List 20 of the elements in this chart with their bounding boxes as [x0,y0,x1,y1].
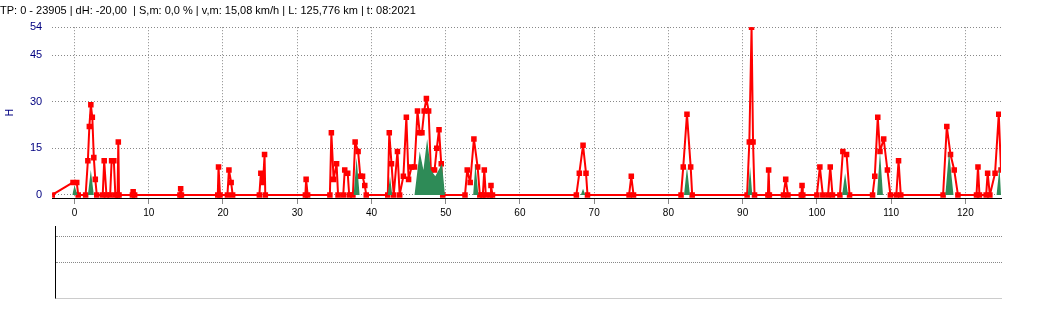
x-tick-label: 30 [291,206,304,218]
x-tick-label: 100 [808,206,826,218]
x-tick-label: 50 [440,206,452,218]
x-tick-label: 80 [662,206,675,218]
y-tick-label: 0 [36,187,43,200]
y-tick-label: 15 [29,141,43,154]
y-tick-label: 54 [29,20,43,33]
x-tick-label: 40 [365,206,378,218]
x-tick-label: 60 [514,206,526,218]
x-tick-label: 70 [588,206,601,218]
y-tick-label: 45 [29,48,43,61]
y-axis-title: H [3,108,15,117]
chart-title: TP: 0 - 23905 | dH: -20,00 | S,m: 0,0 % | v,m: 15,08 km/h | L: 125,776 km | t: 08:2021 [0,3,416,16]
x-tick-label: 90 [737,206,749,218]
x-tick-label: 120 [957,206,975,218]
x-tick-label: 0 [71,206,78,218]
y-tick-label: 30 [29,94,43,107]
x-tick-label: 10 [143,206,155,218]
x-tick-label: 110 [883,206,900,218]
x-tick-label: 20 [217,206,229,218]
